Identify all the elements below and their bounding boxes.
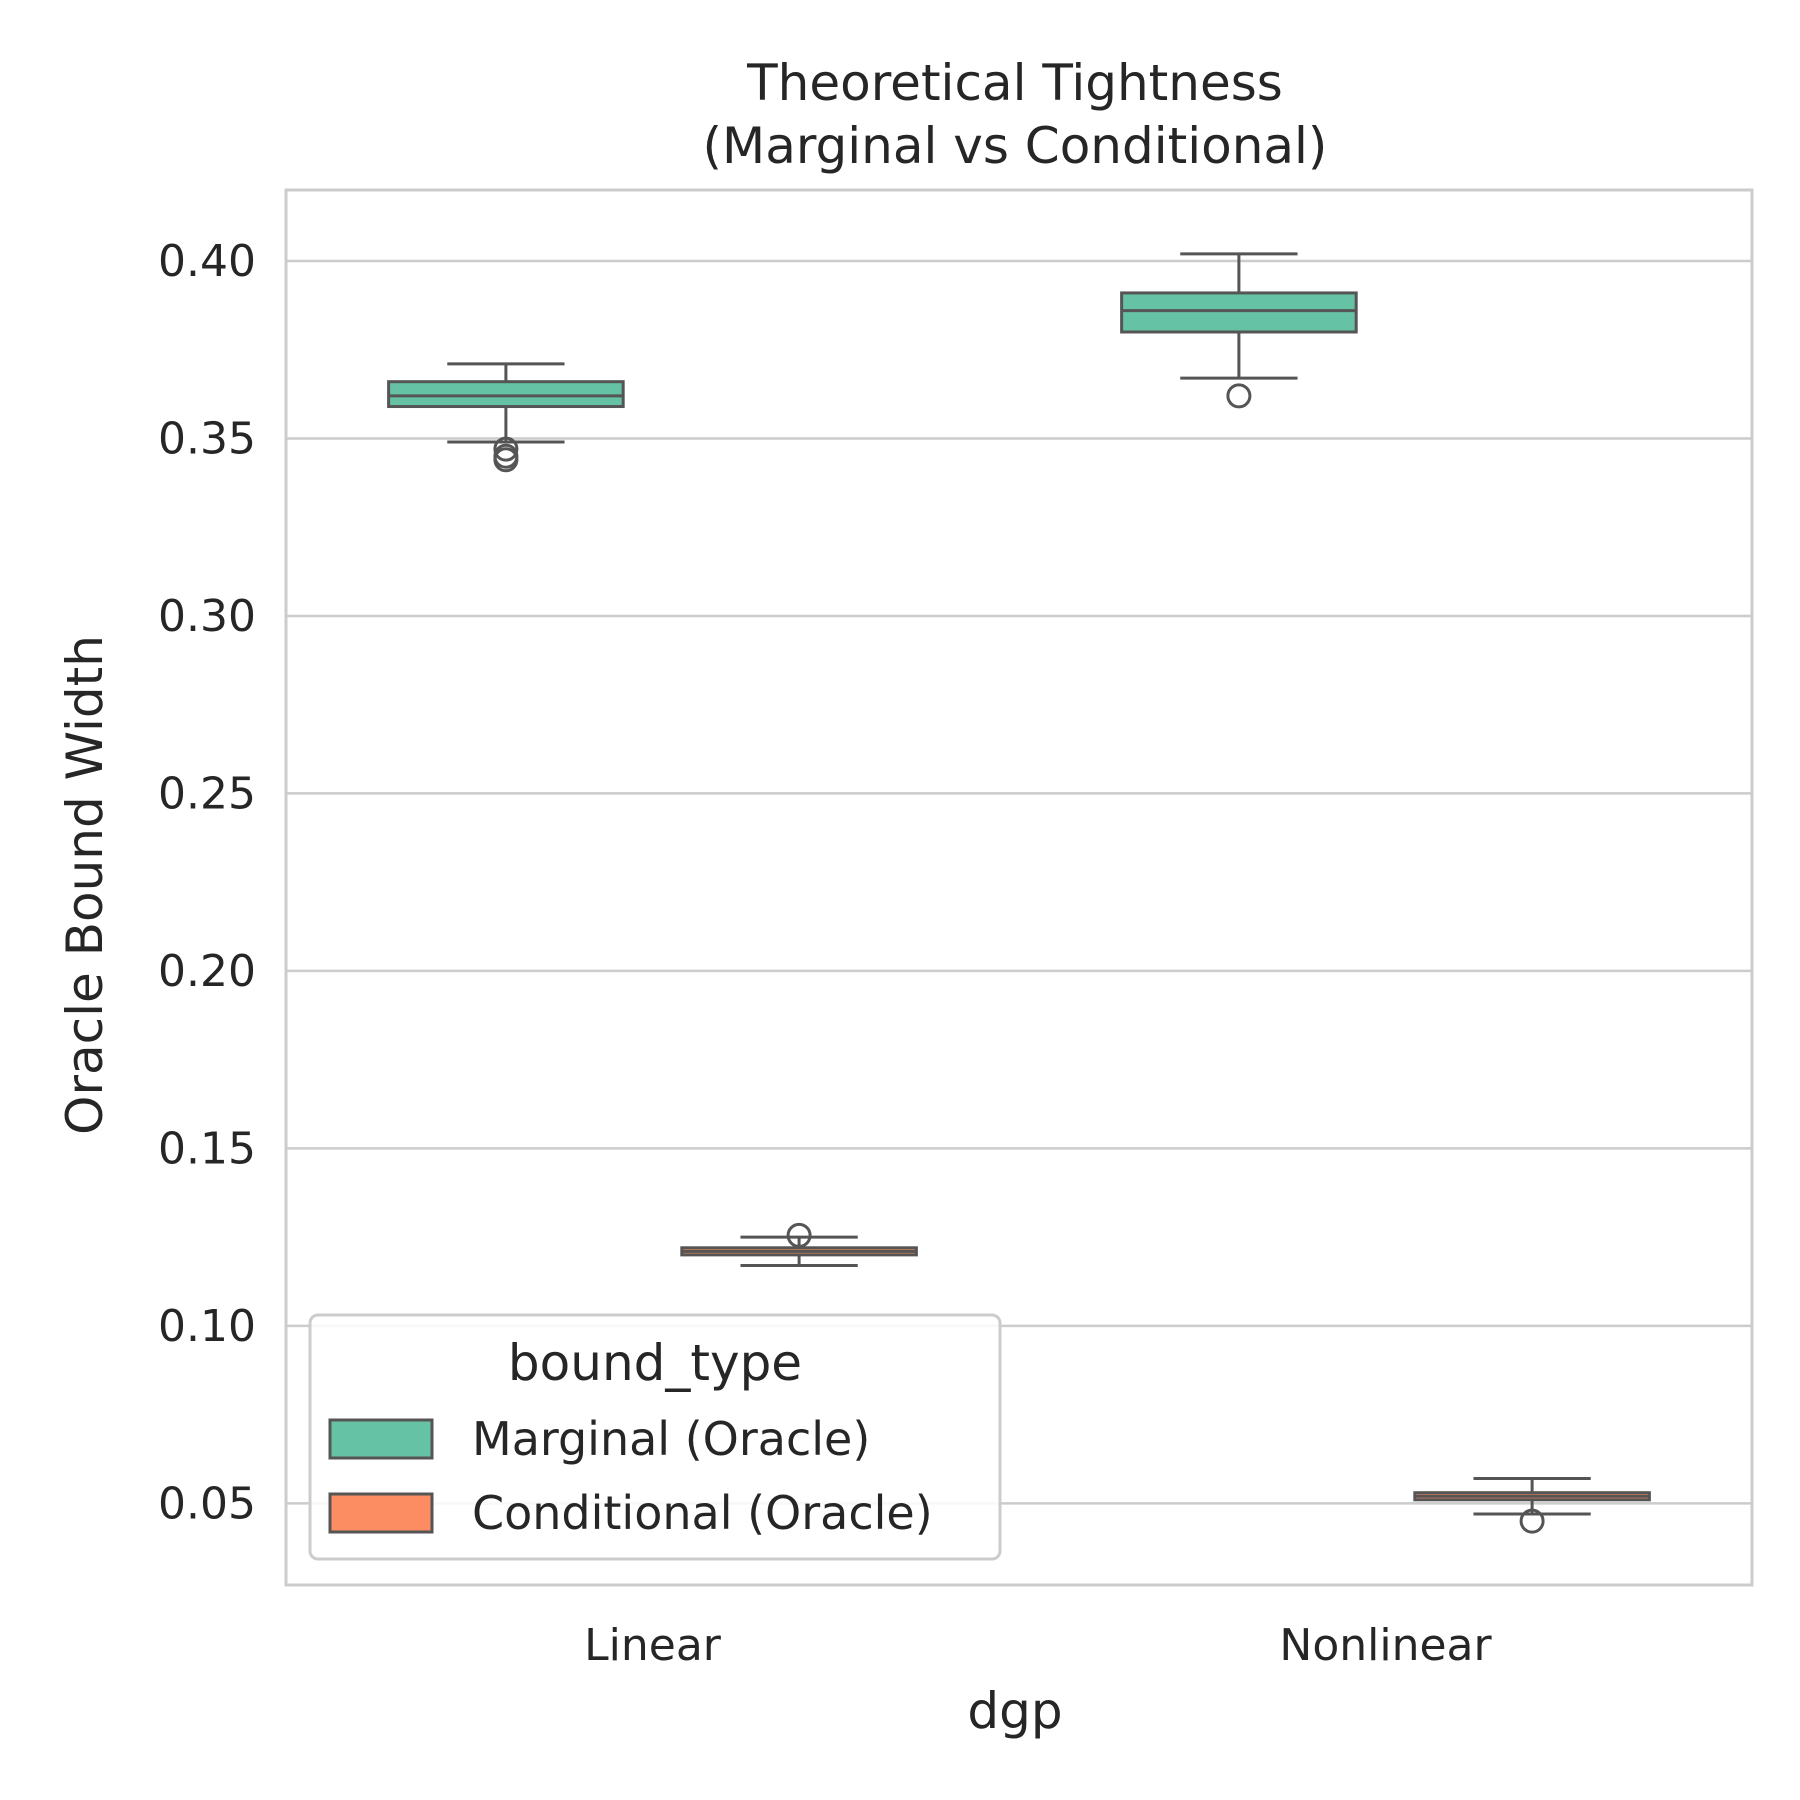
outlier-point (493, 436, 519, 462)
legend-title: bound_type (508, 1334, 802, 1392)
box (1120, 291, 1358, 334)
box-plot (680, 1222, 918, 1268)
y-axis-title: Oracle Bound Width (56, 635, 114, 1135)
plot-frame (284, 188, 1754, 1587)
chart-title-line-1: Theoretical Tightness (746, 54, 1283, 112)
y-axis-ticks: 0.05 0.10 0.15 0.20 0.25 0.30 0.35 0.40 (158, 236, 256, 1529)
legend-frame (308, 1313, 1002, 1561)
y-tick-label: 0.10 (158, 1301, 256, 1352)
outlier-point (1519, 1508, 1545, 1534)
legend: bound_type Marginal (Oracle) Conditional… (308, 1313, 1002, 1561)
y-tick-label: 0.15 (158, 1123, 256, 1174)
legend-swatch-conditional (328, 1492, 434, 1534)
chart-title-line-2: (Marginal vs Conditional) (703, 117, 1328, 175)
legend-label-conditional: Conditional (Oracle) (472, 1486, 933, 1540)
box-plot (387, 362, 625, 473)
outlier-point (786, 1222, 812, 1248)
outlier-point (1226, 383, 1252, 409)
y-tick-label: 0.05 (158, 1478, 256, 1529)
outlier-point (493, 443, 519, 469)
legend-label-marginal: Marginal (Oracle) (472, 1412, 870, 1466)
x-axis-ticks: Linear Nonlinear (584, 1620, 1492, 1671)
box-plot (1120, 252, 1358, 409)
x-tick-label: Linear (584, 1620, 722, 1671)
legend-swatch-marginal (328, 1418, 434, 1460)
box-plot (1413, 1477, 1651, 1534)
x-axis-title: dgp (967, 1682, 1062, 1740)
y-tick-label: 0.35 (158, 413, 256, 464)
y-tick-label: 0.20 (158, 946, 256, 997)
x-tick-label: Nonlinear (1279, 1620, 1492, 1671)
y-tick-label: 0.40 (158, 236, 256, 287)
y-tick-label: 0.25 (158, 768, 256, 819)
box (387, 380, 625, 409)
box-plots (387, 252, 1651, 1534)
y-tick-label: 0.30 (158, 591, 256, 642)
